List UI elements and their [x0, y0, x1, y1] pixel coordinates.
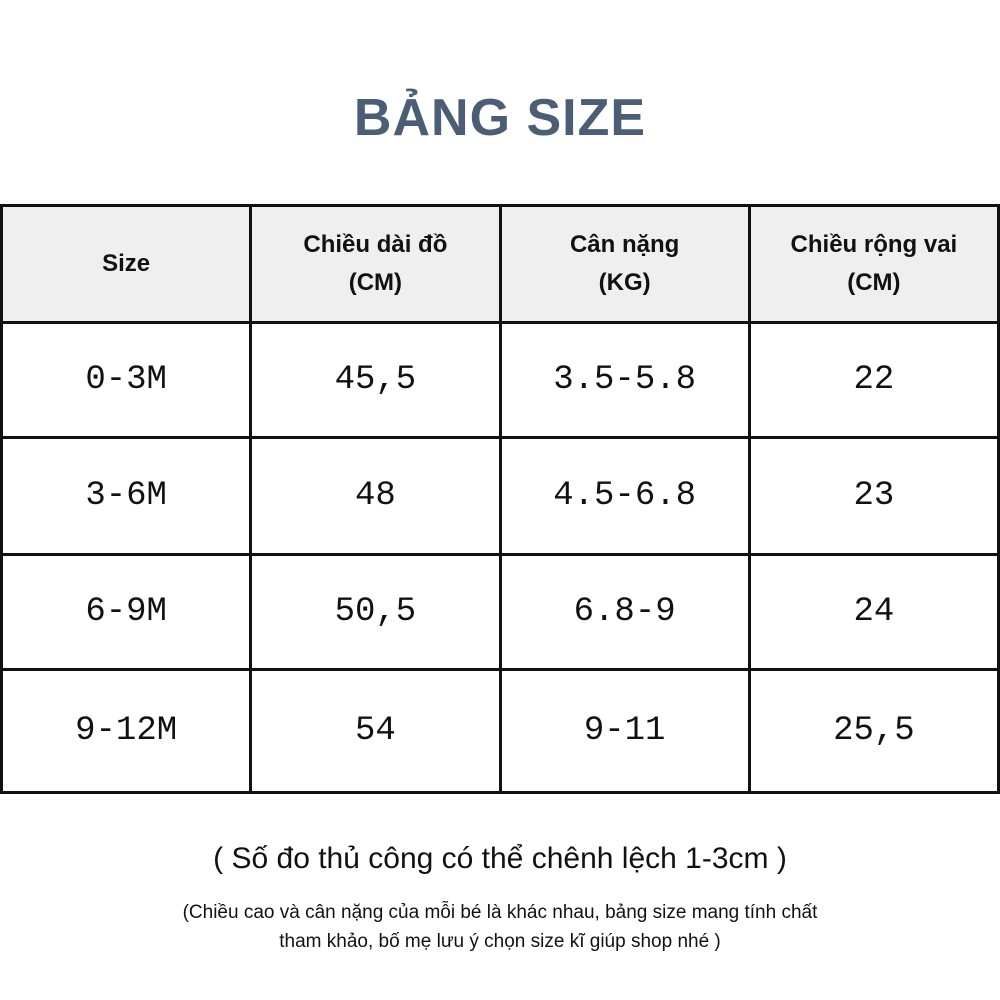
header-line: (KG) [598, 269, 651, 296]
column-header: Chiều dài đồ (CM) [249, 204, 502, 324]
table-cell: 25,5 [747, 668, 1000, 794]
table-cell: 24 [747, 553, 1000, 671]
table-row: 9-12M 54 9-11 25,5 [0, 668, 1000, 794]
table-cell: 3.5-5.8 [498, 321, 751, 439]
header-row: Size Chiều dài đồ (CM) Cân nặng (KG) Chiều rộ… [0, 204, 1000, 324]
detail-note: (Chiều cao và cân nặng của mỗi bé là khá… [0, 898, 1000, 956]
column-header: Chiều rộng vai (CM) [747, 204, 1000, 324]
detail-line: tham khảo, bố mẹ lưu ý chọn size kĩ giúp… [279, 931, 721, 952]
table-row: 6-9M 50,5 6.8-9 24 [0, 553, 1000, 671]
size-table: Size Chiều dài đồ (CM) Cân nặng (KG) Chiều rộ… [0, 204, 1000, 794]
table-cell: 22 [747, 321, 1000, 439]
table-body: 0-3M 45,5 3.5-5.8 22 3-6M 48 4.5-6.8 23 6-9M 50,5… [0, 321, 1000, 794]
header-line: Cân nặng [569, 231, 680, 258]
header-line: (CM) [348, 269, 403, 296]
column-header: Size [0, 204, 253, 324]
header-line: Chiều rộng vai [790, 231, 958, 258]
table-cell: 54 [249, 668, 502, 794]
table-row: 3-6M 48 4.5-6.8 23 [0, 436, 1000, 556]
table-cell: 48 [249, 436, 502, 556]
main-note: ( Số đo thủ công có thể chênh lệch 1-3cm… [213, 842, 787, 875]
header-line: Chiều dài đồ [303, 231, 448, 258]
table-cell: 3-6M [0, 436, 253, 556]
table-cell: 45,5 [249, 321, 502, 439]
table-cell: 6-9M [0, 553, 253, 671]
table-cell: 9-11 [498, 668, 751, 794]
detail-line: (Chiều cao và cân nặng của mỗi bé là khá… [182, 902, 818, 923]
table-row: 0-3M 45,5 3.5-5.8 22 [0, 321, 1000, 439]
table-cell: 6.8-9 [498, 553, 751, 671]
table-cell: 4.5-6.8 [498, 436, 751, 556]
table-cell: 50,5 [249, 553, 502, 671]
title: BẢNG SIZE [353, 89, 647, 147]
header-line: (CM) [847, 269, 901, 296]
column-header: Cân nặng (KG) [498, 204, 751, 324]
header-line: Size [102, 250, 151, 277]
table-cell: 23 [747, 436, 1000, 556]
table-cell: 0-3M [0, 321, 253, 439]
table-cell: 9-12M [0, 668, 253, 794]
